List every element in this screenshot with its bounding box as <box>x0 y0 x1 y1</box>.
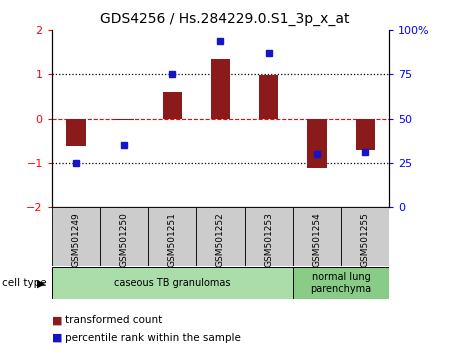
Text: transformed count: transformed count <box>65 315 162 325</box>
Bar <box>293 267 389 299</box>
Bar <box>148 207 196 266</box>
Bar <box>100 207 148 266</box>
Bar <box>245 207 293 266</box>
Bar <box>293 207 341 266</box>
Text: GSM501255: GSM501255 <box>360 212 369 267</box>
Bar <box>114 119 134 120</box>
Text: GSM501250: GSM501250 <box>120 212 129 267</box>
Text: ▶: ▶ <box>37 278 45 288</box>
Bar <box>341 207 389 266</box>
Bar <box>52 207 100 266</box>
Bar <box>52 267 293 299</box>
Text: GSM501253: GSM501253 <box>264 212 273 267</box>
Text: ■: ■ <box>52 315 62 325</box>
Text: GDS4256 / Hs.284229.0.S1_3p_x_at: GDS4256 / Hs.284229.0.S1_3p_x_at <box>100 12 350 27</box>
Text: normal lung
parenchyma: normal lung parenchyma <box>310 272 372 294</box>
Bar <box>196 207 245 266</box>
Text: GSM501249: GSM501249 <box>72 212 81 267</box>
Text: percentile rank within the sample: percentile rank within the sample <box>65 333 241 343</box>
Bar <box>211 59 230 119</box>
Bar <box>66 119 86 146</box>
Bar <box>259 75 279 119</box>
Text: GSM501252: GSM501252 <box>216 212 225 267</box>
Text: caseous TB granulomas: caseous TB granulomas <box>114 278 230 288</box>
Text: GSM501254: GSM501254 <box>312 212 321 267</box>
Text: ■: ■ <box>52 333 62 343</box>
Bar <box>162 92 182 119</box>
Text: cell type: cell type <box>2 278 47 288</box>
Bar <box>307 119 327 168</box>
Bar <box>356 119 375 150</box>
Text: GSM501251: GSM501251 <box>168 212 177 267</box>
